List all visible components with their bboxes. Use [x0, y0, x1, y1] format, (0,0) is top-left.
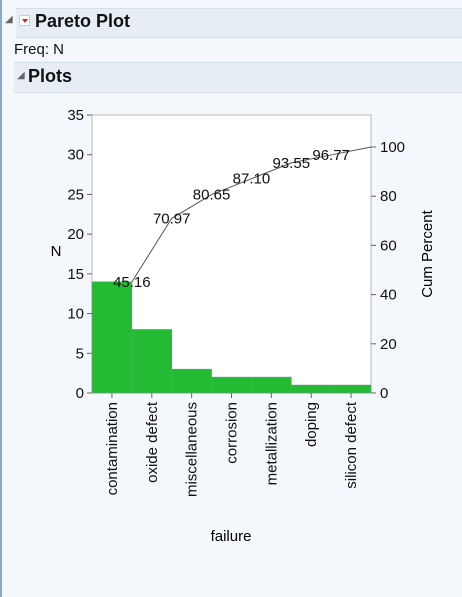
- x-tick-label: corrosion: [224, 402, 241, 464]
- y2-tick-label: 80: [380, 188, 397, 205]
- y2-tick-label: 40: [380, 287, 397, 304]
- disclosure-triangle-icon[interactable]: ◢: [17, 70, 25, 81]
- x-tick-label: miscellaneous: [184, 402, 201, 497]
- plots-header[interactable]: [14, 62, 462, 93]
- cum-percent-label: 80.65: [193, 187, 231, 204]
- bar-oxide-defect: [131, 329, 173, 394]
- y-tick-label: 30: [67, 147, 84, 164]
- y-tick-label: 20: [67, 226, 84, 243]
- y-tick-label: 15: [67, 266, 84, 283]
- red-triangle-menu-icon[interactable]: [19, 15, 30, 26]
- plots-title: Plots: [28, 66, 73, 86]
- y-axis-title: N: [51, 243, 62, 260]
- bar-silicon-defect: [330, 384, 372, 394]
- x-tick-label: metallization: [263, 402, 280, 485]
- x-axis-title: failure: [211, 528, 252, 545]
- bar-miscellaneous: [171, 368, 212, 394]
- x-tick-label: silicon defect: [343, 401, 360, 489]
- x-tick-label: contamination: [104, 402, 121, 495]
- cum-percent-line: [131, 146, 372, 283]
- y-tick-label: 0: [76, 385, 84, 402]
- cum-percent-label: 93.55: [273, 155, 311, 172]
- y-tick-label: 25: [67, 186, 84, 203]
- bar-corrosion: [211, 376, 252, 394]
- y-tick-label: 35: [67, 107, 84, 124]
- bar-metallization: [251, 376, 292, 394]
- disclosure-triangle-icon[interactable]: ◢: [5, 14, 13, 25]
- cum-percent-label: 45.16: [113, 274, 151, 291]
- y2-tick-label: 100: [380, 139, 405, 156]
- y-tick-label: 10: [67, 306, 84, 323]
- y2-tick-label: 20: [380, 336, 397, 353]
- report-title: Pareto Plot: [35, 11, 131, 31]
- y2-axis-title: Cum Percent: [419, 209, 436, 297]
- y2-tick-label: 60: [380, 237, 397, 254]
- x-tick-label: oxide defect: [144, 401, 161, 483]
- cum-percent-label: 70.97: [153, 210, 191, 227]
- window-left-border: [0, 0, 2, 597]
- pareto-plot-header[interactable]: [16, 8, 462, 38]
- y-tick-label: 5: [76, 345, 84, 362]
- bar-doping: [290, 384, 332, 394]
- cum-percent-label: 96.77: [312, 147, 350, 164]
- cum-percent-label: 87.10: [233, 171, 271, 188]
- x-tick-label: doping: [303, 402, 320, 447]
- bar-contamination: [91, 281, 133, 394]
- y2-tick-label: 0: [380, 385, 388, 402]
- freq-label: Freq: N: [14, 41, 65, 58]
